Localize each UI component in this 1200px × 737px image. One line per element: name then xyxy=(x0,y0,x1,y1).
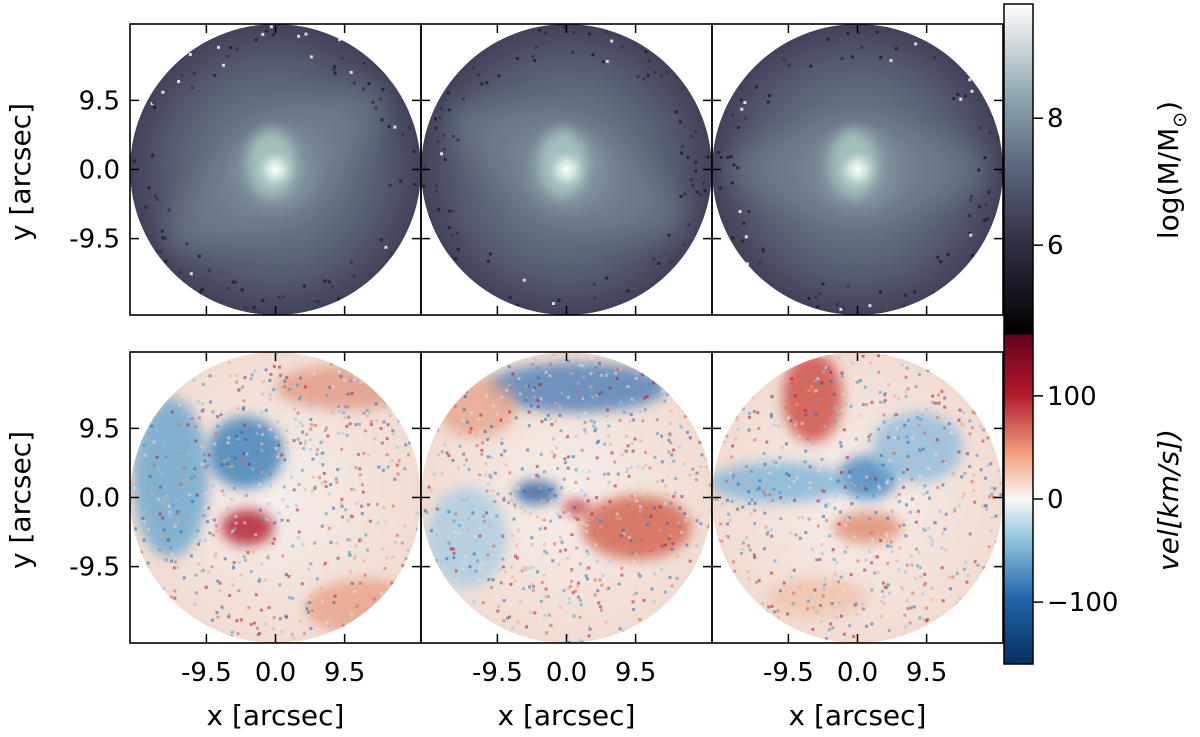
x-tick-label: 9.5 xyxy=(324,658,365,688)
x-tick-label: 0.0 xyxy=(255,658,296,688)
mass-map-panel-3 xyxy=(711,23,1004,316)
mass-colorbar-label: log(M/M⊙) xyxy=(1152,101,1191,239)
velocity-map-image xyxy=(421,352,712,643)
y-tick-label: 0.0 xyxy=(79,156,120,186)
y-tick-label: 0.0 xyxy=(79,484,120,514)
top-y-axis-label: y [arcsec] xyxy=(4,103,37,241)
mass-map-panel-2 xyxy=(420,23,713,316)
colorbar-tick-label: 6 xyxy=(1047,231,1064,261)
velocity-colorbar-gradient xyxy=(1003,333,1034,665)
colorbar-tick-label: 0 xyxy=(1047,485,1064,515)
y-tick-label: -9.5 xyxy=(69,225,120,255)
velocity-colorbar-label: vel[km/s]) xyxy=(1152,429,1185,571)
x-axis-label: x [arcsec] xyxy=(498,699,636,732)
x-tick-label: -9.5 xyxy=(181,658,232,688)
x-tick-label: 9.5 xyxy=(906,658,947,688)
mass-map-image xyxy=(421,24,712,315)
velocity-map-image xyxy=(130,352,421,643)
mass-colorbar-gradient xyxy=(1003,3,1034,335)
x-tick-label: 0.0 xyxy=(546,658,587,688)
velocity-map-panel-1: -9.5 0.0 9.5 9.5 0.0 -9.5 x [arcsec] xyxy=(69,351,422,732)
x-tick-label: 9.5 xyxy=(615,658,656,688)
y-tick-label: 9.5 xyxy=(79,414,120,444)
velocity-map-image xyxy=(712,352,1003,643)
colorbar-tick-label: 8 xyxy=(1047,104,1064,134)
mass-map-image xyxy=(712,24,1003,315)
colorbar-tick-label: −100 xyxy=(1047,588,1118,618)
x-axis-label: x [arcsec] xyxy=(789,699,927,732)
x-tick-label: 0.0 xyxy=(837,658,878,688)
colorbar-tick-label: 100 xyxy=(1047,382,1097,412)
mass-map-panel-1: 9.5 0.0 -9.5 xyxy=(69,23,422,316)
mass-map-image xyxy=(130,24,421,315)
x-tick-label: -9.5 xyxy=(472,658,523,688)
velocity-map-panel-2: -9.5 0.0 9.5 x [arcsec] xyxy=(420,351,713,732)
x-axis-label: x [arcsec] xyxy=(207,699,345,732)
x-tick-label: -9.5 xyxy=(763,658,814,688)
mass-colorbar: 6 8 log(M/M⊙) xyxy=(1003,3,1191,335)
y-tick-label: -9.5 xyxy=(69,553,120,583)
velocity-map-panel-3: -9.5 0.0 9.5 x [arcsec] xyxy=(711,351,1004,732)
velocity-colorbar: 100 0 −100 vel[km/s]) xyxy=(1003,333,1185,665)
y-tick-label: 9.5 xyxy=(79,86,120,116)
bottom-y-axis-label: y [arcsec] xyxy=(4,431,37,569)
